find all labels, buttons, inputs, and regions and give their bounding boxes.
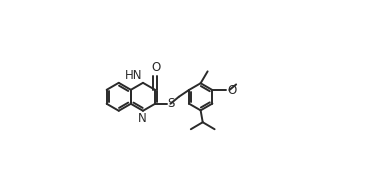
Text: HN: HN (125, 69, 142, 82)
Text: S: S (168, 97, 175, 110)
Text: O: O (227, 84, 236, 96)
Text: O: O (151, 61, 161, 74)
Text: N: N (138, 112, 147, 125)
